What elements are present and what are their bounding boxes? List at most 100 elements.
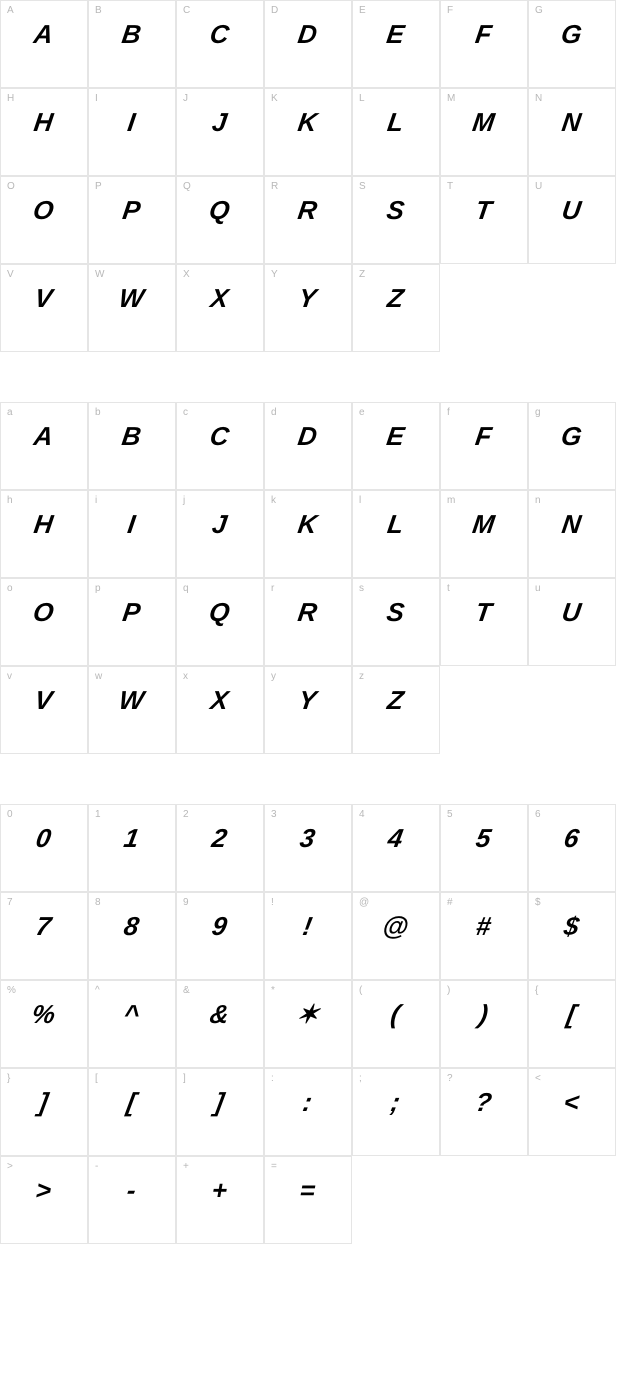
- glyph-cell: WW: [88, 264, 176, 352]
- glyph-cell: nN: [528, 490, 616, 578]
- glyph-label: T: [447, 181, 453, 192]
- glyph-cell: !!: [264, 892, 352, 980]
- glyph: 1: [86, 823, 177, 854]
- glyph-label: E: [359, 5, 366, 16]
- glyph-label: Y: [271, 269, 278, 280]
- glyph: Q: [175, 195, 265, 226]
- glyph: W: [87, 685, 177, 716]
- glyph-cell: XX: [176, 264, 264, 352]
- glyph-cell: }]: [0, 1068, 88, 1156]
- glyph: P: [87, 195, 177, 226]
- glyph-label: :: [271, 1073, 274, 1084]
- glyph-label: =: [271, 1161, 277, 1172]
- glyph-label: L: [359, 93, 365, 104]
- glyph: C: [175, 421, 265, 452]
- glyph: U: [527, 195, 617, 226]
- glyph-label: y: [271, 671, 276, 682]
- glyph-label: k: [271, 495, 276, 506]
- glyph: L: [351, 107, 441, 138]
- glyph-label: !: [271, 897, 274, 908]
- glyph-label: ;: [359, 1073, 362, 1084]
- glyph: K: [263, 509, 353, 540]
- glyph-cell: MM: [440, 88, 528, 176]
- glyph: 4: [350, 823, 441, 854]
- glyph: M: [439, 107, 529, 138]
- glyph-cell: 33: [264, 804, 352, 892]
- glyph-cell: zZ: [352, 666, 440, 754]
- glyph: F: [439, 421, 529, 452]
- glyph: K: [263, 107, 353, 138]
- glyph-label: }: [7, 1073, 10, 1084]
- glyph-label: R: [271, 181, 278, 192]
- glyph-cell: II: [88, 88, 176, 176]
- glyph: R: [263, 597, 353, 628]
- glyph: L: [351, 509, 441, 540]
- glyph: [: [86, 1087, 177, 1118]
- glyph-label: J: [183, 93, 188, 104]
- glyph-label: d: [271, 407, 277, 418]
- glyph-cell: ##: [440, 892, 528, 980]
- glyph: G: [527, 421, 617, 452]
- glyph: P: [87, 597, 177, 628]
- glyph: %: [0, 999, 90, 1030]
- glyph-cell: TT: [440, 176, 528, 264]
- glyph-label: 2: [183, 809, 189, 820]
- glyph: S: [351, 195, 441, 226]
- glyph-label: 0: [7, 809, 13, 820]
- glyph-label: 5: [447, 809, 453, 820]
- glyph: &: [174, 999, 265, 1030]
- glyph: 8: [86, 911, 177, 942]
- glyph: W: [87, 283, 177, 314]
- glyph: !: [262, 911, 353, 942]
- glyph: C: [175, 19, 265, 50]
- charmap-grid: AABBCCDDEEFFGGHHIIJJKKLLMMNNOOPPQQRRSSTT…: [0, 0, 630, 352]
- glyph-label: n: [535, 495, 541, 506]
- glyph-label: t: [447, 583, 450, 594]
- glyph: B: [87, 421, 177, 452]
- glyph: =: [262, 1175, 353, 1206]
- glyph-cell: sS: [352, 578, 440, 666]
- glyph-label: B: [95, 5, 102, 16]
- glyph: D: [263, 19, 353, 50]
- glyph: @: [350, 911, 441, 942]
- glyph-cell: ^^: [88, 980, 176, 1068]
- glyph-label: >: [7, 1161, 13, 1172]
- glyph: Y: [263, 283, 353, 314]
- glyph-label: s: [359, 583, 364, 594]
- glyph: ^: [86, 999, 177, 1030]
- glyph-label: H: [7, 93, 14, 104]
- glyph: N: [527, 107, 617, 138]
- font-charmap: AABBCCDDEEFFGGHHIIJJKKLLMMNNOOPPQQRRSSTT…: [0, 0, 640, 1244]
- glyph-label: C: [183, 5, 190, 16]
- glyph-cell: SS: [352, 176, 440, 264]
- glyph-cell: 44: [352, 804, 440, 892]
- glyph-cell: 77: [0, 892, 88, 980]
- glyph: U: [527, 597, 617, 628]
- glyph-cell: @@: [352, 892, 440, 980]
- glyph-cell: 99: [176, 892, 264, 980]
- glyph-cell: ::: [264, 1068, 352, 1156]
- glyph-cell: gG: [528, 402, 616, 490]
- glyph-label: o: [7, 583, 13, 594]
- glyph: A: [0, 19, 89, 50]
- glyph-cell: 00: [0, 804, 88, 892]
- glyph-label: 9: [183, 897, 189, 908]
- glyph: ?: [438, 1087, 529, 1118]
- glyph: ): [438, 999, 529, 1030]
- glyph-label: i: [95, 495, 97, 506]
- glyph-label: <: [535, 1073, 541, 1084]
- glyph: Q: [175, 597, 265, 628]
- glyph-label: g: [535, 407, 541, 418]
- glyph-label: U: [535, 181, 542, 192]
- glyph: A: [0, 421, 89, 452]
- charmap-block-uppercase: AABBCCDDEEFFGGHHIIJJKKLLMMNNOOPPQQRRSSTT…: [0, 0, 640, 352]
- glyph-label: 1: [95, 809, 101, 820]
- glyph: R: [263, 195, 353, 226]
- glyph-label: %: [7, 985, 16, 996]
- glyph-cell: %%: [0, 980, 88, 1068]
- glyph-cell: 22: [176, 804, 264, 892]
- glyph-cell: ++: [176, 1156, 264, 1244]
- glyph-cell: VV: [0, 264, 88, 352]
- glyph: N: [527, 509, 617, 540]
- glyph-label: 6: [535, 809, 541, 820]
